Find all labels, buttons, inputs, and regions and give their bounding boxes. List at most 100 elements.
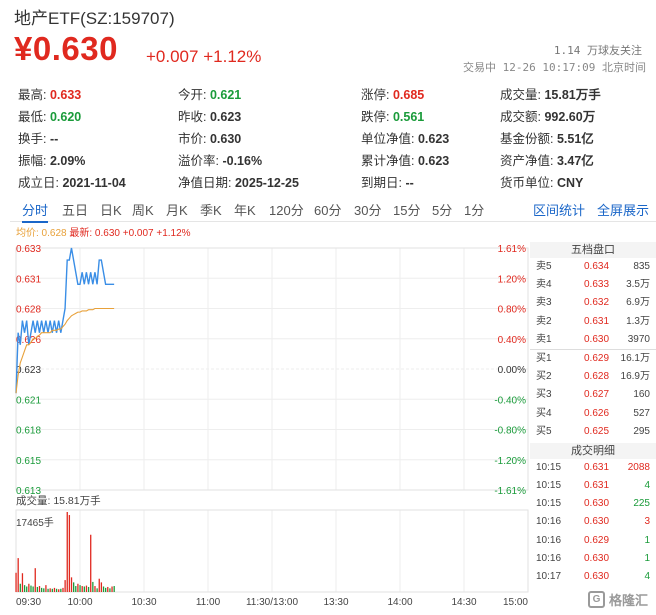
watermark-logo-icon: G bbox=[587, 591, 605, 608]
price-tick-label: 0.628 bbox=[16, 305, 41, 316]
trade-time: 10:17 bbox=[536, 571, 562, 582]
level-qty: 6.9万 bbox=[626, 297, 650, 309]
volume-bar bbox=[96, 588, 98, 592]
price-change: +0.007 +1.12% bbox=[146, 47, 261, 67]
stat-label: 单位净值: bbox=[361, 132, 415, 146]
bid-row: 买1 0.629 16.1万 bbox=[530, 350, 656, 368]
trade-price: 0.630 bbox=[584, 552, 610, 564]
intraday-chart[interactable]: 0.6330.6310.6280.6260.6230.6210.6180.615… bbox=[0, 240, 530, 615]
stat-value: -- bbox=[405, 176, 414, 190]
time-tick-label: 10:00 bbox=[67, 597, 92, 608]
stat-item: 跌停: 0.561 bbox=[361, 106, 424, 125]
trade-qty: 2088 bbox=[627, 461, 650, 473]
change-percent: +1.12% bbox=[203, 47, 262, 66]
level-label: 卖4 bbox=[536, 279, 552, 291]
trade-qty: 3 bbox=[644, 516, 650, 528]
stat-label: 最低: bbox=[18, 110, 47, 124]
volume-bar bbox=[51, 588, 53, 592]
follow-count: 1.14 万球友关注 bbox=[553, 44, 642, 57]
stat-value: 992.60万 bbox=[544, 110, 596, 124]
stat-value: -0.16% bbox=[222, 154, 263, 168]
tab-10[interactable]: 15分 bbox=[393, 203, 421, 218]
level-price: 0.628 bbox=[584, 371, 610, 383]
stat-item: 今开: 0.621 bbox=[178, 84, 241, 103]
volume-bar bbox=[17, 558, 19, 592]
avg-price-legend: 均价: 0.628 bbox=[16, 228, 67, 239]
trade-row: 10:15 0.630 225 bbox=[530, 495, 656, 513]
tab-0[interactable]: 分时 bbox=[22, 200, 49, 223]
stat-item: 到期日: -- bbox=[361, 172, 414, 191]
tab-12[interactable]: 1分 bbox=[464, 203, 485, 218]
price-tick-label: 0.621 bbox=[16, 395, 41, 406]
tab-11[interactable]: 5分 bbox=[432, 203, 453, 218]
volume-bar bbox=[77, 583, 79, 592]
stat-label: 今开: bbox=[178, 88, 207, 102]
price-tick-label: 0.615 bbox=[16, 456, 41, 467]
level-label: 卖1 bbox=[536, 333, 552, 345]
time-tick-label: 14:30 bbox=[451, 597, 476, 608]
tab-3[interactable]: 周K bbox=[132, 203, 154, 218]
level-price: 0.632 bbox=[584, 297, 610, 309]
current-price: ¥0.630 bbox=[14, 30, 118, 67]
fullscreen-link[interactable]: 全屏展示 bbox=[597, 203, 650, 218]
level-price: 0.634 bbox=[584, 261, 610, 272]
time-tick-label: 10:30 bbox=[131, 597, 156, 608]
volume-bar bbox=[83, 586, 85, 592]
time-tick-label: 11:30/13:00 bbox=[246, 597, 299, 608]
trade-qty: 4 bbox=[644, 480, 650, 492]
level-label: 卖2 bbox=[536, 315, 552, 327]
tab-1[interactable]: 五日 bbox=[62, 203, 89, 218]
stat-value: 15.81万手 bbox=[544, 88, 601, 102]
chart-frame bbox=[15, 247, 529, 491]
volume-bar bbox=[60, 588, 62, 592]
volume-bar bbox=[30, 585, 32, 592]
percent-tick-label: 0.80% bbox=[498, 305, 526, 316]
tab-8[interactable]: 60分 bbox=[314, 203, 342, 218]
orderbook-title: 五档盘口 bbox=[530, 242, 656, 258]
stat-label: 资产净值: bbox=[500, 154, 554, 168]
stat-item: 换手: -- bbox=[18, 128, 58, 147]
tab-7[interactable]: 120分 bbox=[269, 203, 304, 218]
percent-tick-label: -1.61% bbox=[494, 486, 526, 497]
volume-max-label: 17465手 bbox=[16, 518, 54, 529]
volume-bar bbox=[15, 572, 17, 592]
stat-label: 成立日: bbox=[18, 176, 59, 190]
tab-2[interactable]: 日K bbox=[100, 203, 122, 218]
stat-value: 2.09% bbox=[49, 154, 86, 168]
ask-row: 卖1 0.630 3970 bbox=[530, 331, 656, 349]
price-tick-label: 0.631 bbox=[16, 274, 41, 285]
stat-value: 0.623 bbox=[209, 110, 242, 124]
volume-bar bbox=[113, 586, 115, 592]
volume-bar bbox=[55, 588, 58, 592]
range-stats-link[interactable]: 区间统计 bbox=[533, 203, 586, 218]
watermark-text: 格隆汇 bbox=[608, 593, 648, 608]
tab-9[interactable]: 30分 bbox=[354, 203, 382, 218]
stat-value: 0.621 bbox=[209, 88, 242, 102]
stat-label: 净值日期: bbox=[178, 176, 232, 190]
stat-item: 溢价率: -0.16% bbox=[178, 150, 262, 169]
tab-4[interactable]: 月K bbox=[166, 203, 188, 218]
tab-6[interactable]: 年K bbox=[234, 203, 256, 218]
stat-value: 2025-12-25 bbox=[234, 176, 299, 190]
time-tick-label: 14:00 bbox=[387, 597, 412, 608]
level-qty: 3970 bbox=[627, 333, 650, 345]
time-tick-label: 13:30 bbox=[323, 597, 348, 608]
volume-bar bbox=[43, 588, 45, 592]
volume-bar bbox=[70, 577, 73, 592]
percent-tick-label: -0.80% bbox=[494, 426, 526, 437]
stats-row: 成立日: 2021-11-04 净值日期: 2025-12-25 到期日: -- 货币… bbox=[18, 172, 648, 194]
level-qty: 16.9万 bbox=[620, 371, 650, 383]
time-tick-label: 09:30 bbox=[16, 597, 41, 608]
volume-bar bbox=[19, 583, 21, 592]
level-label: 买5 bbox=[536, 425, 552, 437]
volume-bar bbox=[66, 512, 68, 592]
volume-bar bbox=[111, 586, 113, 592]
trade-time: 10:16 bbox=[536, 516, 562, 528]
tab-5[interactable]: 季K bbox=[200, 203, 222, 218]
volume-bar bbox=[98, 578, 100, 592]
stat-label: 累计净值: bbox=[361, 154, 415, 168]
volume-bar bbox=[109, 588, 111, 592]
page-title: 地产ETF(SZ:159707) bbox=[14, 9, 175, 28]
level-qty: 160 bbox=[633, 389, 650, 401]
volume-bar bbox=[94, 586, 96, 592]
